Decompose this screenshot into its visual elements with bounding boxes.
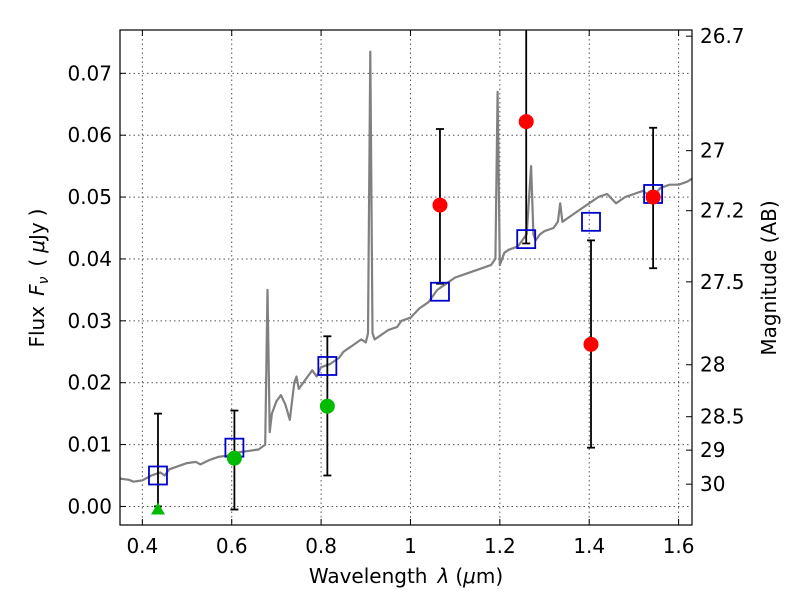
plot-content [120,30,692,515]
y2-tick-label: 27.2 [700,199,745,223]
plot-area [120,30,692,525]
x-axis-label: Wavelength λ (μm) [309,564,503,588]
model-photometry-square [430,281,450,302]
model-photometry-square [516,229,537,250]
y2-tick-label: 26.7 [700,24,745,48]
plot-frame [119,29,693,526]
x-tick-label: 0.4 [126,534,158,558]
y-tick-label: 0.05 [67,185,112,209]
y2-tick-label: 28 [700,353,725,377]
upper-limit-triangle [150,502,165,515]
y-tick-label: 0.02 [67,371,112,395]
model-photometry-square [148,465,168,486]
y2-tick-label: 30 [700,472,725,496]
axis-ticks: 0.4 0.6 0.8 1 1.2 1.4 1.6 0.00 0.01 0.02 0.03 0.04 0… [67,24,744,558]
observed-point-green [226,450,242,466]
x-tick-label: 1 [404,534,417,558]
y-tick-label: 0.03 [67,309,112,333]
x-tick-label: 0.6 [216,534,248,558]
y-tick-label: 0.06 [67,123,112,147]
observed-point-red [583,336,599,352]
y2-tick-label: 27 [700,139,725,163]
x-tick-label: 1.2 [484,534,516,558]
grid [120,30,692,525]
model-photometry-square [581,211,601,232]
x-tick-label: 1.4 [573,534,605,558]
y-axis-label: FluxFν(μJy) [25,208,52,347]
y-tick-label: 0.04 [67,247,112,271]
observed-point-red [518,114,534,130]
y-tick-label: 0.01 [67,433,112,457]
y-tick-label: 0.00 [67,494,112,518]
y2-axis-label: Magnitude (AB) [757,200,781,355]
observed-point-red [432,197,448,213]
y2-tick-label: 29 [700,438,725,462]
x-tick-label: 1.6 [663,534,695,558]
observed-point-red [645,189,661,205]
y2-tick-label: 28.5 [700,405,745,429]
x-tick-label: 0.8 [305,534,337,558]
observed-point-green [319,398,335,414]
y-tick-label: 0.07 [67,61,112,85]
model-photometry-square [317,356,338,376]
y2-tick-label: 27.5 [700,270,745,294]
